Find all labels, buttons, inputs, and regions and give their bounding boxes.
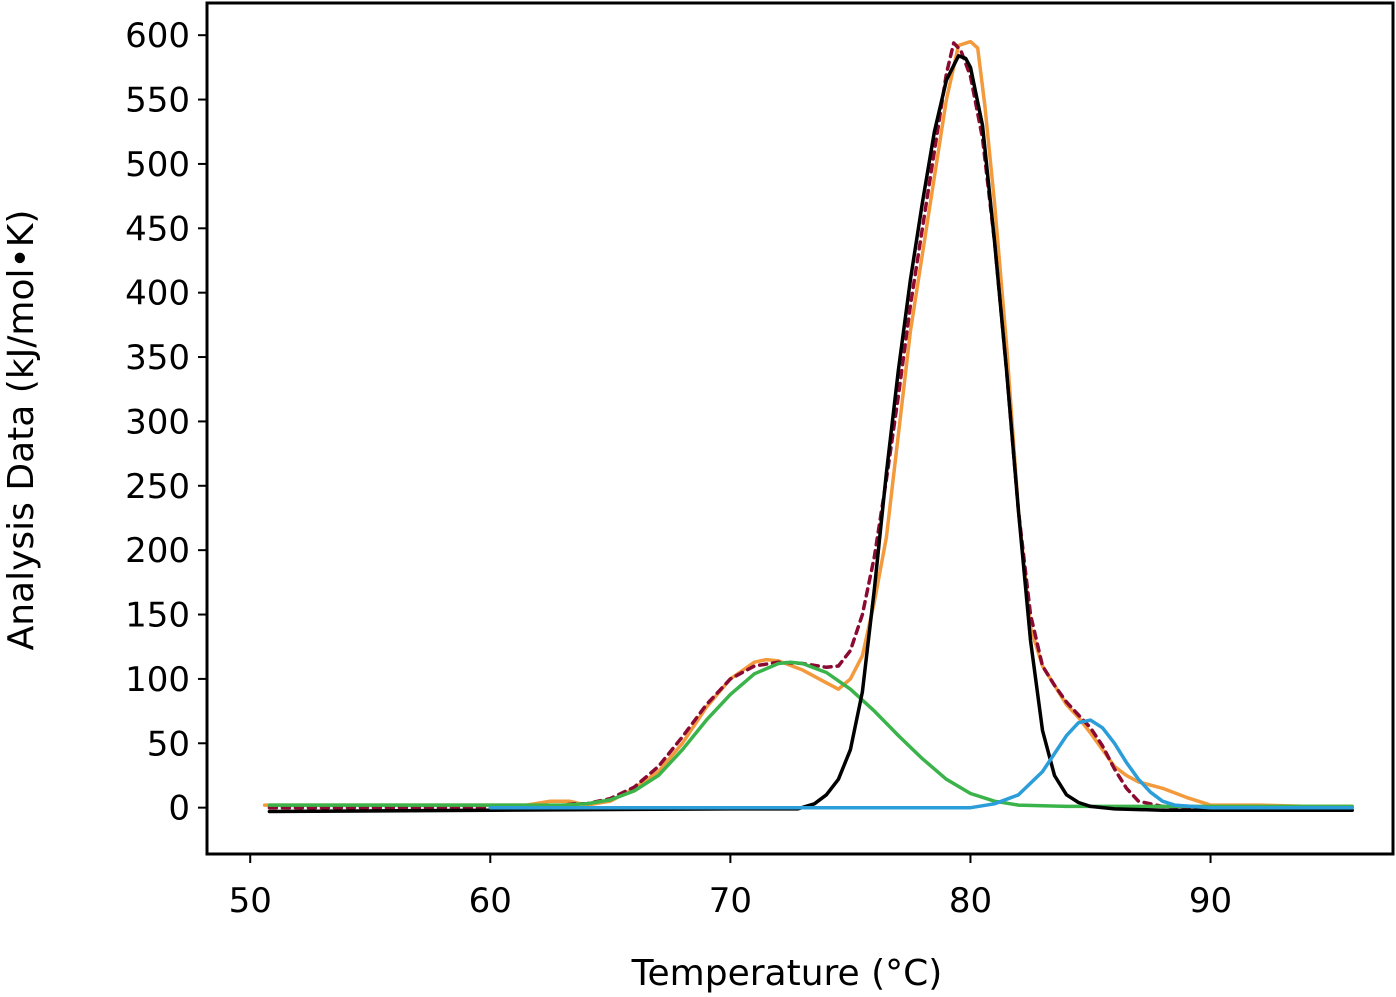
y-tick-label: 500 <box>125 145 190 185</box>
series-line-5 <box>488 718 1354 810</box>
x-axis-title: Temperature (°C) <box>631 953 943 994</box>
y-tick-label: 600 <box>125 16 190 56</box>
y-tick-label: 350 <box>125 338 190 378</box>
y-tick-label: 550 <box>125 81 190 121</box>
series-line-3 <box>267 660 1354 809</box>
series-line-1 <box>262 39 1354 809</box>
series-line-4 <box>267 54 1354 814</box>
y-tick-label: 400 <box>125 274 190 314</box>
y-axis-title: Analysis Data (kJ/mol•K) <box>1 210 42 651</box>
x-tick-label: 90 <box>1189 881 1232 921</box>
series-line-2 <box>267 41 1261 810</box>
x-tick-label: 50 <box>229 881 272 921</box>
y-tick-label: 100 <box>125 660 190 700</box>
y-tick-label: 300 <box>125 402 190 442</box>
y-tick-label: 0 <box>168 789 190 829</box>
y-axis-ticks: 0 50 100 150 200 250 300 350 400 450 500 550 600 <box>125 16 207 829</box>
y-tick-label: 200 <box>125 531 190 571</box>
y-tick-label: 50 <box>147 724 190 764</box>
x-tick-label: 70 <box>709 881 752 921</box>
y-tick-label: 450 <box>125 209 190 249</box>
x-tick-label: 80 <box>949 881 992 921</box>
plot-frame <box>205 1 1395 856</box>
series-layer <box>262 39 1354 814</box>
y-tick-label: 150 <box>125 596 190 636</box>
x-axis-ticks: 50 60 70 80 90 <box>229 854 1232 921</box>
y-tick-label: 250 <box>125 467 190 507</box>
x-tick-label: 60 <box>469 881 512 921</box>
